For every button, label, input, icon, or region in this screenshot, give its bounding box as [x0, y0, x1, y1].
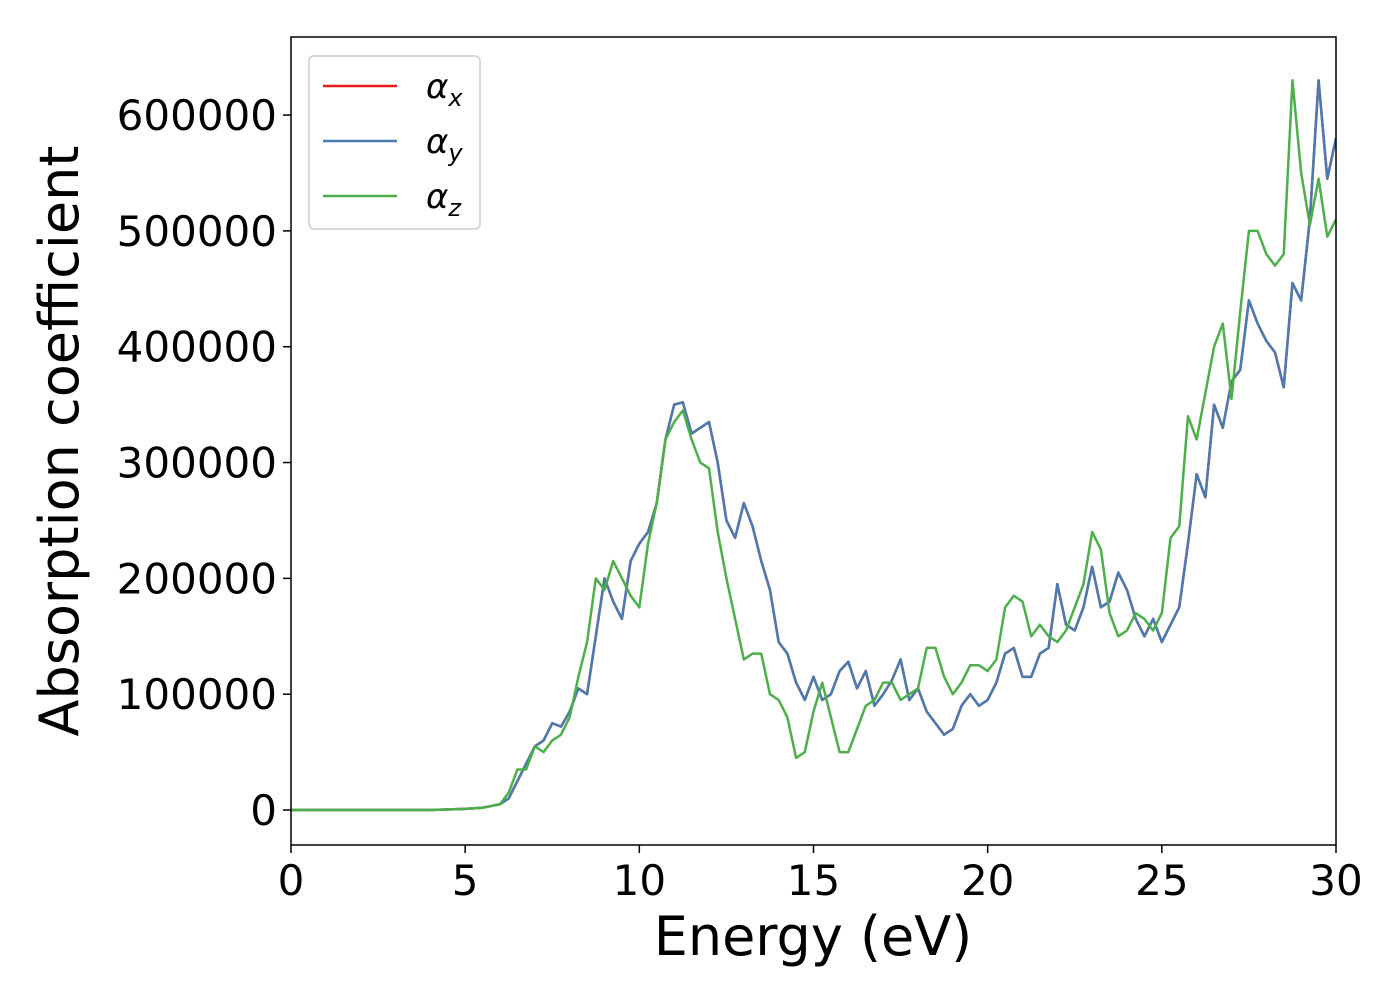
plot-frame: [290, 36, 1337, 846]
x-tick-label: 20: [961, 856, 1014, 905]
legend-label: αz: [426, 177, 462, 222]
x-tick-label: 15: [787, 856, 840, 905]
legend-box: [308, 55, 481, 230]
legend-label: αx: [426, 67, 463, 112]
x-tick-label: 25: [1135, 856, 1188, 905]
y-axis-label: Absorption coefficient: [28, 146, 91, 737]
x-tick-label: 5: [452, 856, 479, 905]
y-tick-label: 500000: [117, 207, 277, 256]
data-line: [291, 79, 1336, 812]
legend-label-sub: z: [447, 194, 462, 222]
legend-label: αy: [426, 122, 463, 167]
y-tick-label: 300000: [117, 439, 277, 488]
y-tick-label: 0: [250, 786, 277, 835]
x-tick-label: 10: [613, 856, 666, 905]
y-tick-label: 400000: [117, 323, 277, 372]
x-axis-label: Energy (eV): [654, 905, 973, 968]
legend-label-main: α: [426, 67, 448, 107]
legend-label-sub: y: [447, 139, 463, 167]
y-tick-label: 200000: [117, 554, 277, 603]
y-tick-label: 100000: [117, 670, 277, 719]
x-tick-label: 30: [1309, 856, 1362, 905]
legend-label-main: α: [426, 177, 448, 217]
x-tick-label: 0: [278, 856, 305, 905]
legend-label-main: α: [426, 122, 448, 162]
y-tick-label: 600000: [117, 91, 277, 140]
legend-label-sub: x: [447, 84, 463, 112]
data-line: [291, 79, 1336, 812]
